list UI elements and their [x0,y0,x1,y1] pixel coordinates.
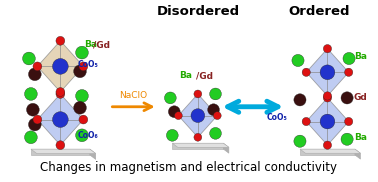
Circle shape [25,131,37,144]
Circle shape [23,52,35,65]
Circle shape [343,52,355,65]
Text: Disordered: Disordered [156,5,239,18]
Circle shape [26,103,39,116]
Circle shape [302,68,310,76]
Text: /Gd: /Gd [196,71,213,80]
Circle shape [210,127,222,139]
Circle shape [79,62,88,71]
Polygon shape [355,149,361,159]
Polygon shape [31,149,90,155]
Polygon shape [31,149,96,154]
Circle shape [320,114,335,129]
Circle shape [28,68,41,81]
Circle shape [79,115,88,124]
Circle shape [194,90,202,98]
Circle shape [323,45,332,53]
Circle shape [194,133,202,141]
Circle shape [294,94,306,106]
Circle shape [76,129,88,142]
Circle shape [341,92,353,104]
Circle shape [56,90,65,98]
Circle shape [292,54,304,67]
Circle shape [168,106,180,118]
Circle shape [323,94,332,102]
Circle shape [56,88,65,96]
Polygon shape [178,94,217,137]
Polygon shape [172,143,229,147]
Polygon shape [306,98,349,145]
Text: Changes in magnetism and electrical conductivity: Changes in magnetism and electrical cond… [40,161,338,174]
Text: Ordered: Ordered [289,5,350,18]
Circle shape [53,112,68,127]
Circle shape [33,62,42,71]
Polygon shape [37,41,83,92]
Circle shape [341,133,353,145]
Polygon shape [223,143,229,153]
Circle shape [323,141,332,149]
Circle shape [53,58,68,74]
Polygon shape [306,49,349,96]
Text: Gd: Gd [354,93,368,102]
Text: CoO₅: CoO₅ [78,60,99,69]
Text: Ba: Ba [354,133,367,142]
Circle shape [294,135,306,147]
Text: Ba: Ba [180,71,192,80]
Circle shape [56,141,65,150]
Circle shape [175,112,182,120]
Circle shape [164,92,176,104]
Text: CoO₆: CoO₆ [78,131,99,140]
Text: CoO₅: CoO₅ [266,113,287,122]
Circle shape [320,65,335,80]
Circle shape [213,112,221,120]
Circle shape [56,36,65,45]
Circle shape [74,65,87,78]
Circle shape [74,101,87,114]
Polygon shape [37,94,83,145]
Text: /Gd: /Gd [93,40,110,49]
Text: Ba: Ba [84,40,97,49]
Text: Ba: Ba [354,52,367,61]
Circle shape [76,46,88,59]
Circle shape [166,129,178,141]
Polygon shape [172,143,223,149]
Circle shape [208,104,220,116]
Circle shape [28,118,41,131]
Polygon shape [300,149,361,153]
Circle shape [344,68,353,76]
Circle shape [191,109,205,122]
Polygon shape [300,149,355,155]
Text: NaClO: NaClO [119,91,147,100]
Circle shape [323,92,332,100]
Circle shape [210,88,222,100]
Circle shape [25,88,37,100]
Polygon shape [90,149,96,159]
Circle shape [76,90,88,102]
Circle shape [302,117,310,126]
Circle shape [33,115,42,124]
Circle shape [344,117,353,126]
